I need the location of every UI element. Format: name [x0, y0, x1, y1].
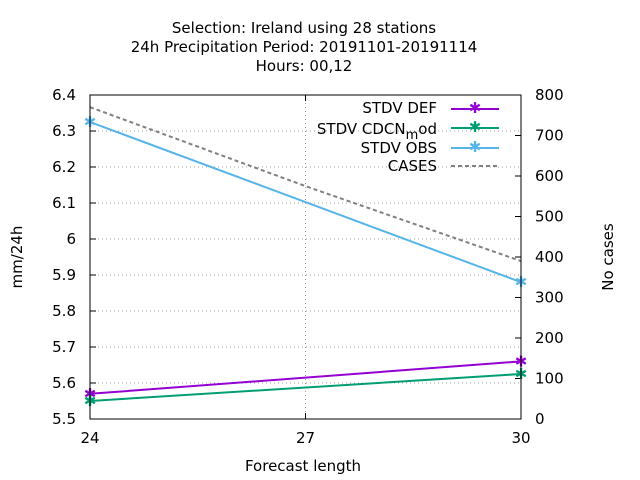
legend-marker-stdv-def: ✱	[469, 99, 482, 117]
legend-label-stdv-cdcn: STDV CDCNmod	[317, 120, 437, 143]
series-line-3	[89, 106, 522, 262]
x-axis-label: Forecast length	[245, 457, 361, 475]
y2-tick-label: 600	[535, 167, 564, 185]
series: ✱✱✱✱✱✱	[84, 106, 527, 410]
y-tick-label: 6.2	[52, 158, 76, 176]
title-line-3: Hours: 00,12	[256, 57, 353, 75]
y-tick-label: 5.5	[52, 410, 76, 428]
y-tick-label: 5.6	[52, 374, 76, 392]
y-axis-label: mm/24h	[8, 226, 26, 289]
chart-title: Selection: Ireland using 28 stations 24h…	[131, 19, 478, 75]
y-tick-label: 6.1	[52, 194, 76, 212]
y2-tick-label: 300	[535, 289, 564, 307]
y2-axis-label: No cases	[599, 223, 617, 291]
y-tick-label: 5.9	[52, 266, 76, 284]
y-tick-label: 6.3	[52, 122, 76, 140]
legend-label-cdcn-main: STDV CDCN	[317, 120, 406, 138]
x-tick-label: 27	[296, 429, 315, 447]
y2-tick-label: 100	[535, 370, 564, 388]
y2-tick-label: 400	[535, 248, 564, 266]
legend-label-stdv-def: STDV DEF	[362, 99, 437, 117]
title-line-1: Selection: Ireland using 28 stations	[172, 19, 436, 37]
legend-label-cdcn-sub: m	[406, 128, 419, 143]
y2-tick-label: 500	[535, 208, 564, 226]
title-line-2: 24h Precipitation Period: 20191101-20191…	[131, 38, 478, 56]
legend-label-cases: CASES	[388, 157, 437, 175]
plot-border	[89, 94, 522, 420]
y-tick-label: 5.8	[52, 302, 76, 320]
legend-marker-stdv-cdcn: ✱	[469, 118, 482, 136]
y2-tick-label: 700	[535, 127, 564, 145]
legend-label-cdcn-tail: od	[418, 120, 437, 138]
grid	[90, 95, 521, 419]
y2-tick-label: 800	[535, 86, 564, 104]
series-line-0	[89, 360, 522, 395]
series-line-1	[89, 373, 522, 402]
legend-marker-stdv-obs: ✱	[469, 138, 482, 156]
y-tick-label: 6	[66, 230, 76, 248]
x-tick-label: 24	[80, 429, 99, 447]
x-tick-label: 30	[511, 429, 530, 447]
series-line-2	[89, 121, 522, 284]
y-tick-label: 5.7	[52, 338, 76, 356]
y-tick-label: 6.4	[52, 86, 76, 104]
ticks: 5.5 5.6 5.7 5.8 5.9 6 6.1 6.2 6.3 6.4 0 100 200 300 40…	[52, 86, 564, 447]
legend-label-stdv-obs: STDV OBS	[361, 139, 437, 157]
y2-tick-label: 200	[535, 329, 564, 347]
y2-tick-label: 0	[535, 410, 545, 428]
legend: STDV DEF ✱ STDV CDCNmod ✱ STDV OBS ✱ CAS…	[317, 99, 499, 175]
